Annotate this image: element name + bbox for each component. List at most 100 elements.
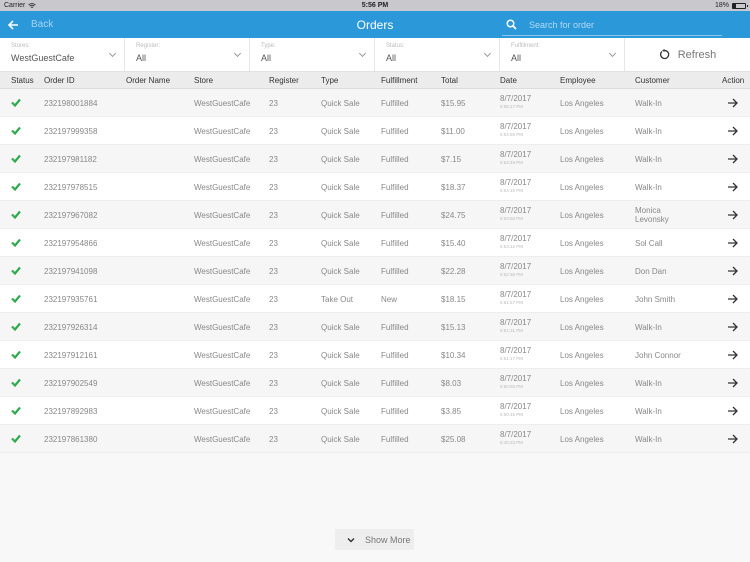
customer: Walk-In <box>635 323 662 332</box>
fulfillment-filter[interactable]: Fulfillment: All <box>500 38 625 71</box>
battery-percent: 18% <box>714 2 729 9</box>
back-button[interactable]: Back <box>0 11 53 38</box>
table-row[interactable]: 232197967082 WestGuestCafe 23 Quick Sale… <box>0 201 750 229</box>
table-row[interactable]: 232197892983 WestGuestCafe 23 Quick Sale… <box>0 397 750 425</box>
time-value: 5:50:55 PM <box>500 384 524 389</box>
time-value: 5:54:49 PM <box>500 160 524 165</box>
column-header-customer[interactable]: Customer <box>635 76 670 85</box>
order-type: Quick Sale <box>321 183 360 192</box>
table-header: Status Order ID Order Name Store Registe… <box>0 72 750 89</box>
refresh-button[interactable]: Refresh <box>625 38 750 71</box>
date-value: 8/7/2017 <box>500 178 532 187</box>
time-value: 5:53:12 PM <box>500 244 524 249</box>
column-header-order-id[interactable]: Order ID <box>44 76 75 85</box>
checkmark-icon <box>11 154 21 163</box>
fulfillment: New <box>381 295 398 304</box>
order-type: Quick Sale <box>321 127 360 136</box>
fulfillment: Fulfilled <box>381 211 409 220</box>
arrow-right-icon[interactable] <box>727 238 738 248</box>
order-type: Quick Sale <box>321 239 360 248</box>
table-row[interactable]: 232198001884 WestGuestCafe 23 Quick Sale… <box>0 89 750 117</box>
filter-bar: Stores: WestGuestCafe Register: All Type… <box>0 38 750 72</box>
column-header-date[interactable]: Date <box>500 76 517 85</box>
table-row[interactable]: 232197861380 WestGuestCafe 23 Quick Sale… <box>0 425 750 453</box>
total: $15.95 <box>441 99 466 108</box>
column-header-type[interactable]: Type <box>321 76 339 85</box>
arrow-right-icon[interactable] <box>727 266 738 276</box>
date-value: 8/7/2017 <box>500 402 532 411</box>
arrow-right-icon[interactable] <box>727 434 738 444</box>
time-value: 5:54:19 PM <box>500 188 524 193</box>
table-row[interactable]: 232197935761 WestGuestCafe 23 Take Out N… <box>0 285 750 313</box>
show-more-button[interactable]: Show More <box>335 529 414 550</box>
stores-filter[interactable]: Stores: WestGuestCafe <box>0 38 125 71</box>
filter-value: All <box>136 53 147 63</box>
filter-value: All <box>261 53 272 63</box>
date-value: 8/7/2017 <box>500 374 532 383</box>
time-value: 5:51:31 PM <box>500 328 524 333</box>
store: WestGuestCafe <box>194 323 251 332</box>
register: 23 <box>269 267 278 276</box>
order-id: 232197912161 <box>44 351 98 360</box>
fulfillment: Fulfilled <box>381 239 409 248</box>
arrow-right-icon[interactable] <box>727 98 738 108</box>
column-header-register[interactable]: Register <box>269 76 299 85</box>
register: 23 <box>269 239 278 248</box>
date-value: 8/7/2017 <box>500 234 532 243</box>
orders-table-body: 232198001884 WestGuestCafe 23 Quick Sale… <box>0 89 750 453</box>
customer: Walk-In <box>635 379 662 388</box>
checkmark-icon <box>11 406 21 415</box>
date: 8/7/2017 5:50:55 PM <box>500 374 531 389</box>
order-id: 232197954866 <box>44 239 98 248</box>
arrow-right-icon[interactable] <box>727 210 738 220</box>
status-bar: Carrier 5:56 PM 18% <box>0 0 750 11</box>
table-row[interactable]: 232197981182 WestGuestCafe 23 Quick Sale… <box>0 145 750 173</box>
total: $11.00 <box>441 127 465 136</box>
store: WestGuestCafe <box>194 351 251 360</box>
register-filter[interactable]: Register: All <box>125 38 250 71</box>
order-id: 232197892983 <box>44 407 98 416</box>
status-filter[interactable]: Status: All <box>375 38 500 71</box>
arrow-right-icon[interactable] <box>727 126 738 136</box>
column-header-employee[interactable]: Employee <box>560 76 596 85</box>
type-filter[interactable]: Type: All <box>250 38 375 71</box>
table-row[interactable]: 232197954866 WestGuestCafe 23 Quick Sale… <box>0 229 750 257</box>
column-header-fulfillment[interactable]: Fulfillment <box>381 76 418 85</box>
arrow-right-icon[interactable] <box>727 182 738 192</box>
date: 8/7/2017 5:54:49 PM <box>500 150 531 165</box>
table-row[interactable]: 232197978515 WestGuestCafe 23 Quick Sale… <box>0 173 750 201</box>
arrow-right-icon[interactable] <box>727 406 738 416</box>
store: WestGuestCafe <box>194 211 251 220</box>
employee: Los Angeles <box>560 239 604 248</box>
table-row[interactable]: 232197912161 WestGuestCafe 23 Quick Sale… <box>0 341 750 369</box>
customer: Walk-In <box>635 183 662 192</box>
column-header-status[interactable]: Status <box>11 76 34 85</box>
time-value: 5:46:33 PM <box>500 440 524 445</box>
search-input[interactable] <box>529 19 699 30</box>
date-value: 8/7/2017 <box>500 206 532 215</box>
filter-label: Register: <box>136 43 161 49</box>
arrow-right-icon[interactable] <box>727 294 738 304</box>
search-box[interactable] <box>502 14 722 36</box>
arrow-right-icon[interactable] <box>727 322 738 332</box>
store: WestGuestCafe <box>194 239 251 248</box>
arrow-right-icon[interactable] <box>727 378 738 388</box>
table-row[interactable]: 232197999358 WestGuestCafe 23 Quick Sale… <box>0 117 750 145</box>
register: 23 <box>269 379 278 388</box>
date: 8/7/2017 5:53:58 PM <box>500 206 531 221</box>
arrow-right-icon[interactable] <box>727 154 738 164</box>
table-row[interactable]: 232197941098 WestGuestCafe 23 Quick Sale… <box>0 257 750 285</box>
arrow-right-icon[interactable] <box>727 350 738 360</box>
table-row[interactable]: 232197926314 WestGuestCafe 23 Quick Sale… <box>0 313 750 341</box>
time-value: 5:50:45 PM <box>500 412 524 417</box>
column-header-store[interactable]: Store <box>194 76 214 85</box>
column-header-action: Action <box>722 76 745 85</box>
checkmark-icon <box>11 266 21 275</box>
employee: Los Angeles <box>560 99 604 108</box>
column-header-total[interactable]: Total <box>441 76 458 85</box>
table-row[interactable]: 232197902549 WestGuestCafe 23 Quick Sale… <box>0 369 750 397</box>
total: $18.15 <box>441 295 466 304</box>
column-header-order-name[interactable]: Order Name <box>126 76 171 85</box>
fulfillment: Fulfilled <box>381 183 409 192</box>
fulfillment: Fulfilled <box>381 155 409 164</box>
